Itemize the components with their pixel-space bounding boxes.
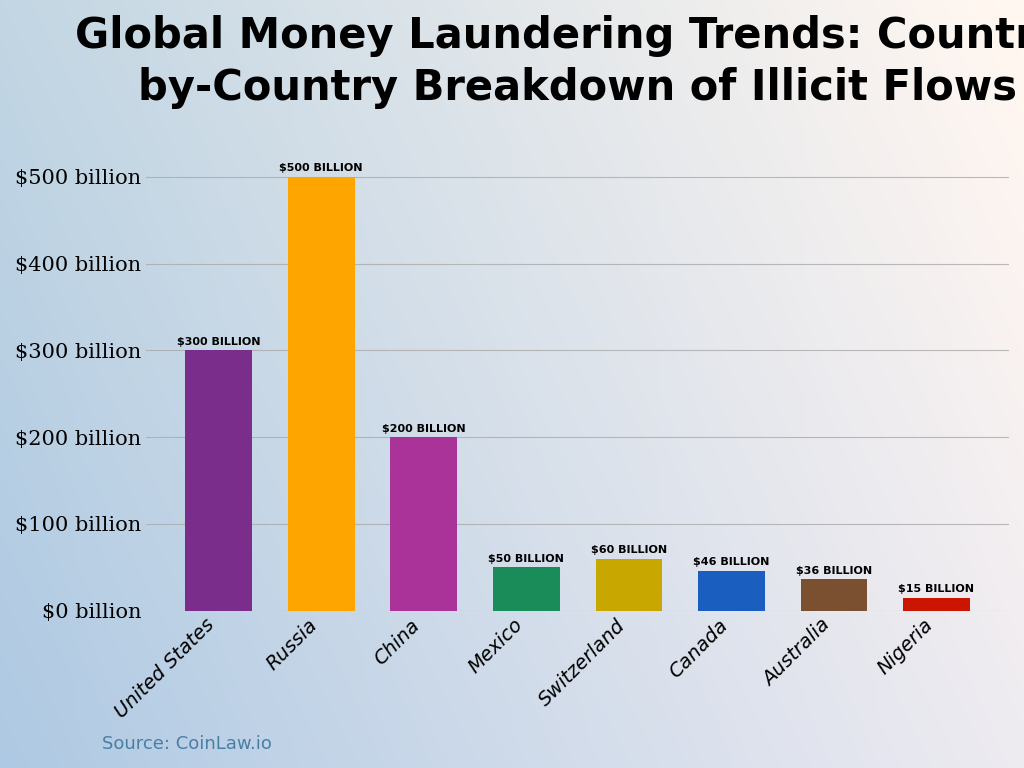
Text: $200 BILLION: $200 BILLION bbox=[382, 424, 466, 434]
Bar bbox=[390, 437, 457, 611]
Text: $15 BILLION: $15 BILLION bbox=[898, 584, 975, 594]
Bar bbox=[596, 558, 663, 611]
Bar bbox=[698, 571, 765, 611]
Bar bbox=[185, 350, 252, 611]
Bar bbox=[493, 568, 559, 611]
Title: Global Money Laundering Trends: Country-
by-Country Breakdown of Illicit Flows: Global Money Laundering Trends: Country-… bbox=[75, 15, 1024, 109]
Bar bbox=[903, 598, 970, 611]
Text: $500 BILLION: $500 BILLION bbox=[280, 164, 362, 174]
Bar bbox=[288, 177, 354, 611]
Bar bbox=[801, 579, 867, 611]
Text: $50 BILLION: $50 BILLION bbox=[488, 554, 564, 564]
Text: $36 BILLION: $36 BILLION bbox=[796, 566, 872, 576]
Text: $300 BILLION: $300 BILLION bbox=[177, 337, 260, 347]
Text: $46 BILLION: $46 BILLION bbox=[693, 558, 770, 568]
Text: Source: CoinLaw.io: Source: CoinLaw.io bbox=[102, 735, 272, 753]
Text: $60 BILLION: $60 BILLION bbox=[591, 545, 667, 555]
